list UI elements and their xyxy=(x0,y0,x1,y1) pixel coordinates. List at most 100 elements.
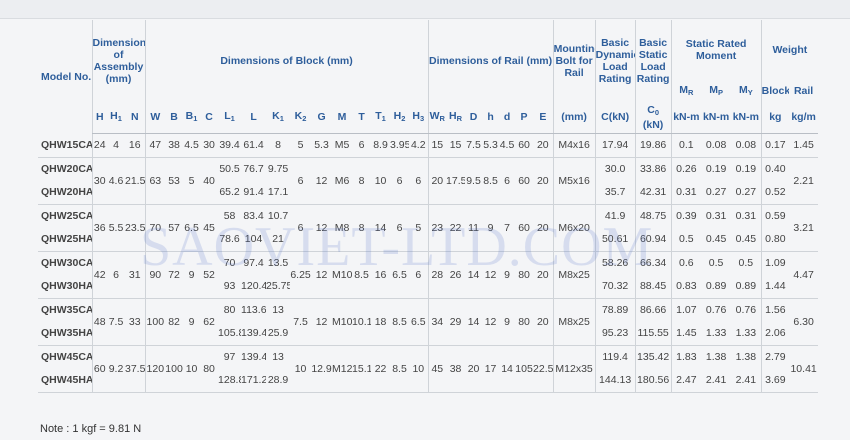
model-name: QHW45HA xyxy=(38,368,92,393)
value-cell: 60 xyxy=(515,157,534,205)
value-cell: 78.6 xyxy=(218,227,242,252)
value-cell: 144.13 xyxy=(594,368,636,393)
subscript: Y xyxy=(747,87,753,97)
value-cell: 20 xyxy=(533,298,554,346)
subscript: 1 xyxy=(117,113,122,123)
value-cell: 6 xyxy=(107,251,125,299)
header-cell: kN-m xyxy=(670,102,702,134)
value-cell: 0.59 xyxy=(760,204,790,228)
header-cell: H1 xyxy=(107,102,125,134)
value-cell: 0.89 xyxy=(731,274,762,299)
value-cell: 23.5 xyxy=(125,204,146,252)
header-cell: kg xyxy=(760,102,790,134)
data-row: QHW20CA 30 4.6 21.5 63 53 5 40 50.5 76.7 9.75 6 12 M6… xyxy=(38,157,819,205)
value-cell: 1.33 xyxy=(731,321,762,346)
value-cell: 17 xyxy=(482,345,500,393)
header-cell: L1 xyxy=(218,102,242,134)
value-cell: 22 xyxy=(371,345,391,393)
value-cell: 13.5 xyxy=(267,257,289,269)
symbol: W xyxy=(429,109,440,122)
value-cell: 24 xyxy=(91,133,107,158)
header-cell: Basic Dynamic Load Rating xyxy=(594,20,636,102)
value-cell: 2.06 xyxy=(760,321,790,346)
value-cell: 7.5 xyxy=(465,133,483,158)
value-cell: 0.83 xyxy=(670,274,702,299)
symbol: H xyxy=(449,109,457,122)
header-cell: B xyxy=(165,102,184,134)
value-cell: 0.45 xyxy=(701,227,732,252)
header-cell: N xyxy=(125,102,146,134)
value-cell: 20 xyxy=(533,157,554,205)
header-cell: kg/m xyxy=(789,102,819,134)
value-cell: 1.33 xyxy=(701,321,732,346)
header-cell: P xyxy=(515,102,534,134)
value-cell: 37.5 xyxy=(125,345,146,393)
value-cell: 9.2 xyxy=(107,345,125,393)
value-cell: 0.19 xyxy=(735,163,757,175)
value-cell: 11 xyxy=(465,204,483,252)
value-cell: 9 xyxy=(499,298,516,346)
value-cell: 30 xyxy=(200,133,219,158)
value-cell: 139.4 xyxy=(241,321,267,346)
value-cell: 57 xyxy=(165,204,184,252)
value-cell: 17.5 xyxy=(446,157,466,205)
value-cell: M5x16 xyxy=(552,157,596,205)
value-cell: 25.75 xyxy=(266,274,291,299)
header-cell: E xyxy=(533,102,554,134)
value-cell: 6 xyxy=(290,157,312,205)
value-cell: M6 xyxy=(332,157,353,205)
value-cell: 0.5 xyxy=(708,257,724,269)
value-cell: 0.31 xyxy=(705,210,727,222)
value-cell: 7 xyxy=(499,204,516,252)
value-cell: 1.83 xyxy=(670,345,702,369)
subscript: 2 xyxy=(401,113,406,123)
header-row: Model No.Dimensions of Assembly (mm)Dime… xyxy=(38,20,819,102)
value-cell: M8x25 xyxy=(552,251,596,299)
value-cell: 20 xyxy=(465,345,483,393)
value-cell: 115.55 xyxy=(634,321,672,346)
value-cell: 15 xyxy=(427,133,447,158)
value-cell: 63 xyxy=(144,157,166,205)
subscript: R xyxy=(439,113,445,123)
value-cell: 1.38 xyxy=(705,351,727,363)
symbol: M xyxy=(679,83,689,96)
value-cell: 6.5 xyxy=(390,251,410,299)
value-cell: 5.3 xyxy=(311,133,333,158)
note: Note : 1 kgf = 9.81 N xyxy=(40,423,142,435)
header-cell: Block xyxy=(760,80,790,102)
table-body: QHW15CA 24 4 16 47 38 4.5 30 39.4 61.4 8 5 5.3 M5 6 8.9… xyxy=(38,133,819,393)
value-cell: 12 xyxy=(311,204,333,252)
data-row: QHW45CA 60 9.2 37.5 120 100 10 80 97 139.4 13 10 12.… xyxy=(38,345,819,393)
value-cell: 13 xyxy=(272,351,284,363)
header-cell: MR xyxy=(670,80,702,102)
subscript: 0 xyxy=(654,107,659,117)
value-cell: 50.61 xyxy=(594,227,636,252)
subscript: 1 xyxy=(279,113,284,123)
value-cell: 0.45 xyxy=(731,227,762,252)
header-cell: Dimensions of Rail (mm) xyxy=(427,20,554,102)
symbol: C xyxy=(647,103,655,116)
value-cell: 2.41 xyxy=(731,368,762,393)
value-cell: 6 xyxy=(409,251,429,299)
value-cell: 47 xyxy=(144,133,166,158)
data-row: QHW45HA128.8171.228.9144.13180.562.472.4… xyxy=(38,368,818,393)
header-cell: kN-m xyxy=(701,102,732,134)
value-cell: 70 xyxy=(223,257,236,269)
value-cell: 82 xyxy=(165,298,184,346)
value-cell: 93 xyxy=(218,274,242,299)
value-cell: 31 xyxy=(125,251,146,299)
value-cell: 15.1 xyxy=(352,345,372,393)
header-cell: Dimensions of Assembly (mm) xyxy=(91,20,146,102)
subscript: 3 xyxy=(419,113,425,123)
value-cell: 0.08 xyxy=(701,133,732,158)
model-name: QHW25HA xyxy=(38,227,92,252)
header-cell: Static Rated Moment xyxy=(670,20,762,80)
value-cell: 16 xyxy=(371,251,391,299)
value-cell: 9 xyxy=(183,251,201,299)
data-row: QHW15CA 24 4 16 47 38 4.5 30 39.4 61.4 8 5 5.3 M5 6 8.9… xyxy=(38,133,819,158)
value-cell: 8.9 xyxy=(371,133,391,158)
value-cell: M12 xyxy=(332,345,353,393)
value-cell: 8.5 xyxy=(390,298,410,346)
data-row: QHW35HA105.8139.425.995.23115.551.451.33… xyxy=(38,321,818,346)
